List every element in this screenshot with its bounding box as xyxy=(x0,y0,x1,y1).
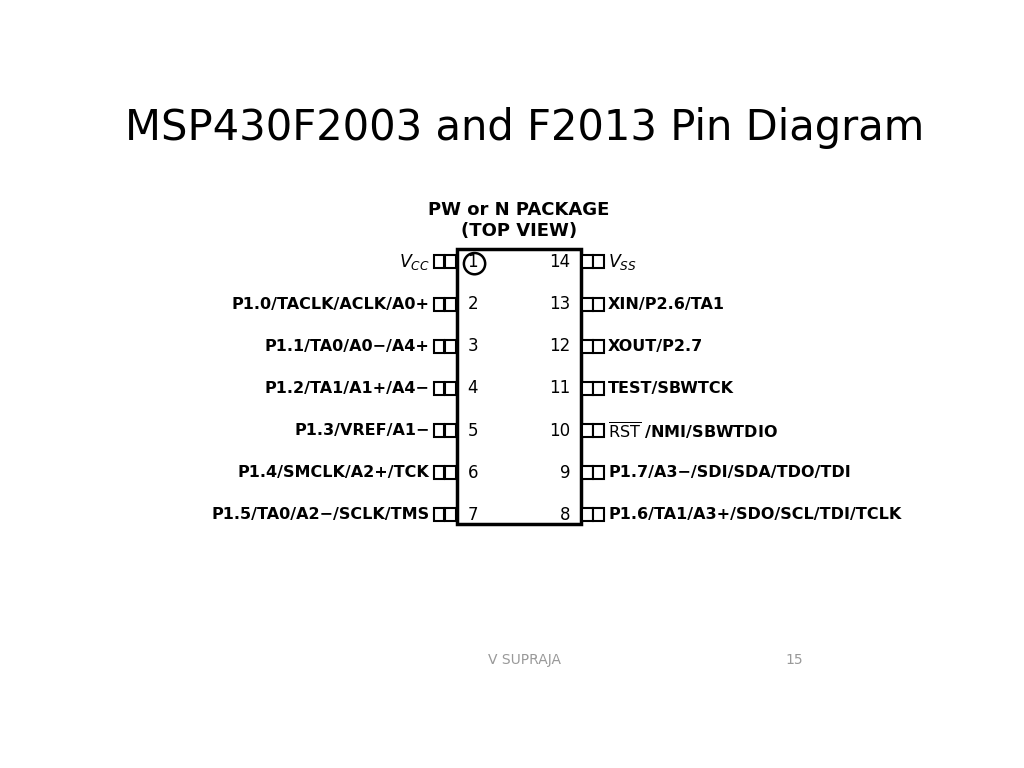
Bar xyxy=(593,466,604,479)
Bar xyxy=(445,466,456,479)
Text: 10: 10 xyxy=(549,422,570,439)
Text: P1.6/TA1/A3+/SDO/SCL/TDI/TCLK: P1.6/TA1/A3+/SDO/SCL/TDI/TCLK xyxy=(608,508,901,522)
Text: $V_{SS}$: $V_{SS}$ xyxy=(608,252,637,272)
Text: $V_{CC}$: $V_{CC}$ xyxy=(398,252,430,272)
Bar xyxy=(445,339,456,353)
Bar xyxy=(582,466,593,479)
Bar xyxy=(434,256,444,268)
Bar xyxy=(445,424,456,437)
Bar xyxy=(582,297,593,310)
Bar xyxy=(593,339,604,353)
Bar xyxy=(445,297,456,310)
Bar xyxy=(445,382,456,395)
Text: 7: 7 xyxy=(467,506,478,524)
Text: P1.3/VREF/A1−: P1.3/VREF/A1− xyxy=(294,423,430,438)
Bar xyxy=(445,256,456,268)
Text: 13: 13 xyxy=(549,295,570,313)
Text: P1.1/TA0/A0−/A4+: P1.1/TA0/A0−/A4+ xyxy=(265,339,430,354)
Text: 3: 3 xyxy=(467,337,478,356)
Text: 8: 8 xyxy=(560,506,570,524)
Bar xyxy=(582,382,593,395)
Bar xyxy=(593,256,604,268)
Bar xyxy=(434,508,444,521)
Text: 12: 12 xyxy=(549,337,570,356)
Bar xyxy=(434,297,444,310)
Bar xyxy=(582,256,593,268)
Bar xyxy=(445,508,456,521)
Text: 15: 15 xyxy=(785,653,803,667)
Text: V SUPRAJA: V SUPRAJA xyxy=(488,653,561,667)
Bar xyxy=(593,424,604,437)
Bar xyxy=(593,508,604,521)
Text: MSP430F2003 and F2013 Pin Diagram: MSP430F2003 and F2013 Pin Diagram xyxy=(125,107,925,149)
Text: PW or N PACKAGE: PW or N PACKAGE xyxy=(428,201,609,220)
Bar xyxy=(434,382,444,395)
Text: 14: 14 xyxy=(549,253,570,271)
Text: 6: 6 xyxy=(467,464,478,482)
Bar xyxy=(434,424,444,437)
Text: P1.0/TACLK/ACLK/A0+: P1.0/TACLK/ACLK/A0+ xyxy=(231,296,430,312)
Bar xyxy=(434,339,444,353)
Text: $\overline{\mathsf{RST}}$ /NMI/SBWTDIO: $\overline{\mathsf{RST}}$ /NMI/SBWTDIO xyxy=(608,420,778,441)
Text: P1.4/SMCLK/A2+/TCK: P1.4/SMCLK/A2+/TCK xyxy=(238,465,430,480)
Bar xyxy=(593,382,604,395)
Text: TEST/SBWTCK: TEST/SBWTCK xyxy=(608,381,734,396)
Text: (TOP VIEW): (TOP VIEW) xyxy=(461,222,577,240)
Text: XOUT/P2.7: XOUT/P2.7 xyxy=(608,339,703,354)
Text: XIN/P2.6/TA1: XIN/P2.6/TA1 xyxy=(608,296,725,312)
Text: P1.5/TA0/A2−/SCLK/TMS: P1.5/TA0/A2−/SCLK/TMS xyxy=(212,508,430,522)
Bar xyxy=(593,297,604,310)
Text: 4: 4 xyxy=(467,379,478,397)
Text: 5: 5 xyxy=(467,422,478,439)
Text: 1: 1 xyxy=(467,253,478,271)
Bar xyxy=(582,339,593,353)
Text: 2: 2 xyxy=(467,295,478,313)
Text: P1.7/A3−/SDI/SDA/TDO/TDI: P1.7/A3−/SDI/SDA/TDO/TDI xyxy=(608,465,851,480)
Bar xyxy=(457,249,581,524)
Bar xyxy=(434,466,444,479)
Bar xyxy=(582,508,593,521)
Bar xyxy=(582,424,593,437)
Text: P1.2/TA1/A1+/A4−: P1.2/TA1/A1+/A4− xyxy=(265,381,430,396)
Text: 11: 11 xyxy=(549,379,570,397)
Text: 9: 9 xyxy=(560,464,570,482)
